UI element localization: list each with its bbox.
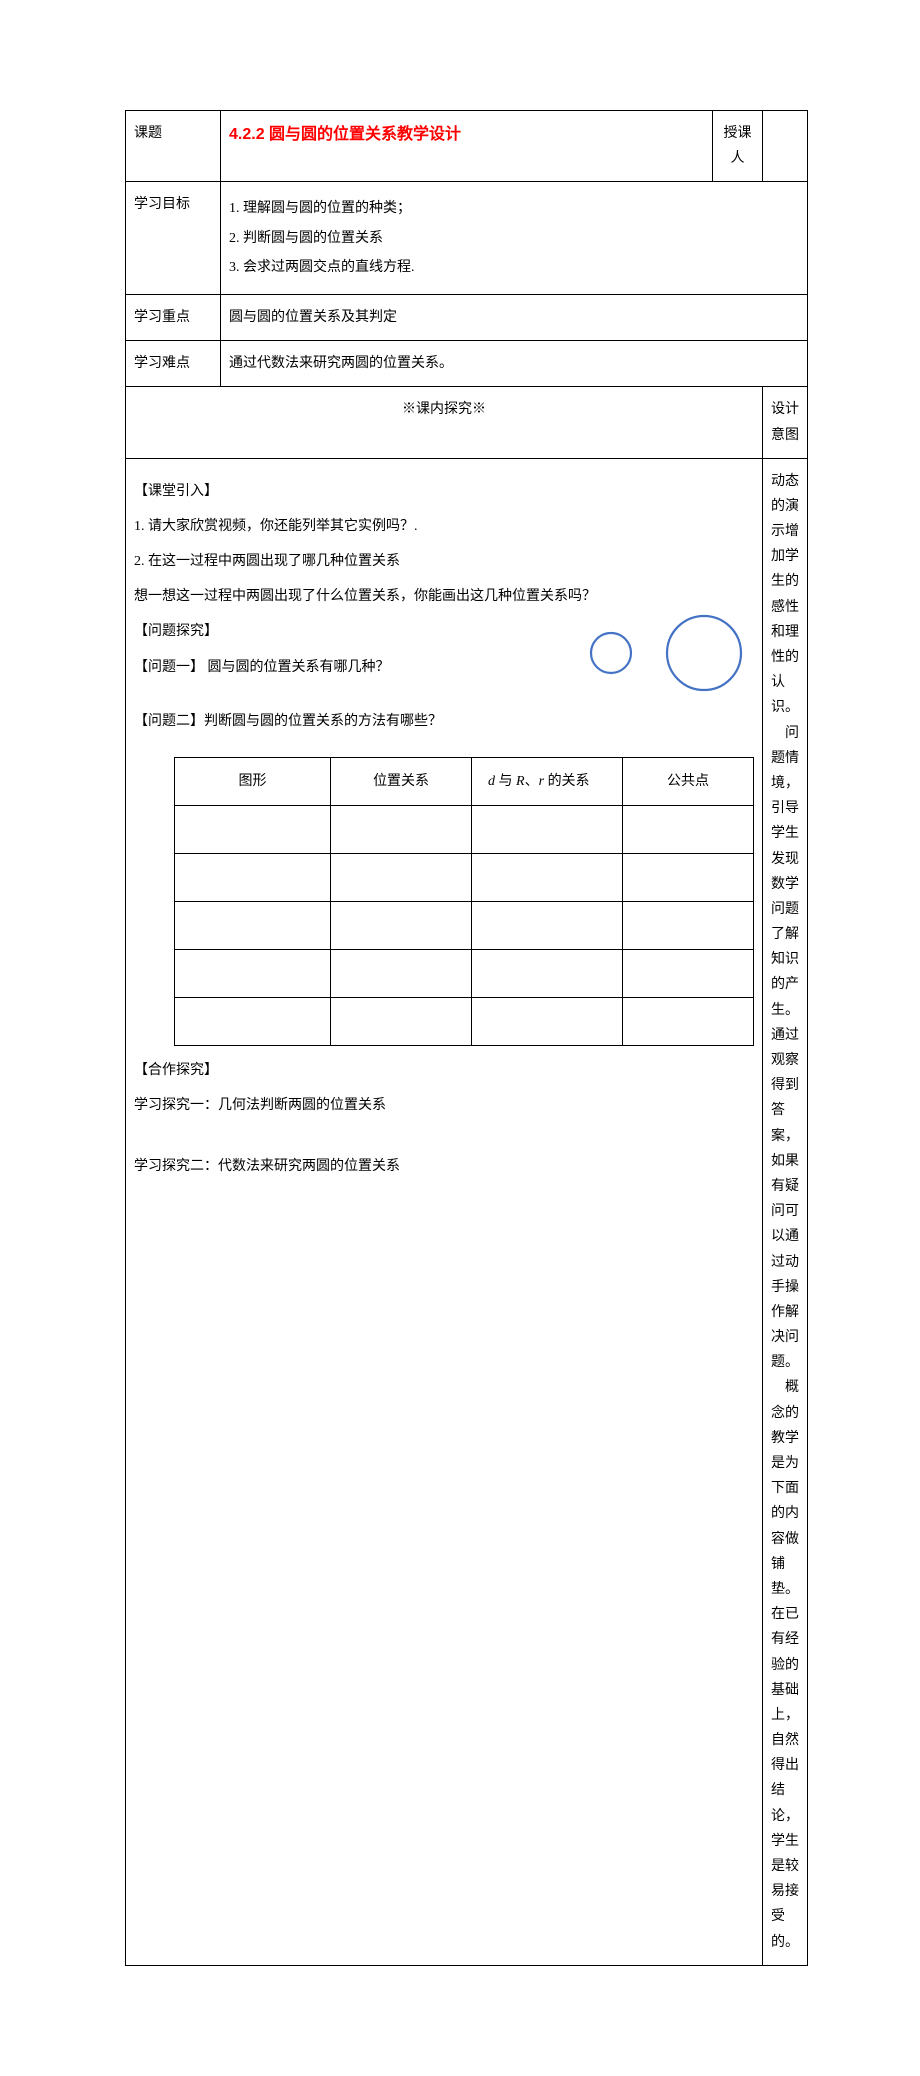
topic-label-cell: 课题: [126, 111, 221, 182]
instructor-label-cell: 授课人: [713, 111, 763, 182]
question-2: 【问题二】判断圆与圆的位置关系的方法有哪些？: [134, 709, 754, 735]
var-d: d: [488, 774, 495, 789]
intent-p3: 通过观察得到答案，如果有疑问可以通过动手操作解决问题。: [771, 1023, 799, 1376]
lesson-title: 4.2.2 圆与圆的位置关系教学设计: [229, 126, 461, 143]
large-circle-icon: [664, 613, 744, 693]
intent-p4: 概念的教学是为下面的内容做铺垫。: [771, 1375, 799, 1602]
intro-line-1: 1. 请大家欣赏视频，你还能列举其它实例吗？.: [134, 514, 754, 539]
th-common-points: 公共点: [623, 757, 754, 805]
coop-line-2: 学习探究二：代数法来研究两圆的位置关系: [134, 1154, 754, 1179]
small-circle-icon: [589, 631, 633, 675]
table-row: [175, 901, 754, 949]
title-cell: 4.2.2 圆与圆的位置关系教学设计: [221, 111, 713, 182]
difficulty-cell: 通过代数法来研究两圆的位置关系。: [221, 341, 808, 387]
intent-p2a: 问题情境，: [771, 721, 799, 797]
difficulty-label: 学习难点: [126, 341, 221, 387]
txt-suffix: 的关系: [544, 774, 590, 789]
keypoint-label: 学习重点: [126, 294, 221, 340]
intent-p2b: 引导学生发现数学问题了解知识的产生。: [771, 796, 799, 1023]
intro-heading: 【课堂引入】: [134, 479, 754, 504]
table-row: [175, 853, 754, 901]
main-content-cell: 【课堂引入】 1. 请大家欣赏视频，你还能列举其它实例吗？. 2. 在这一过程中…: [126, 458, 763, 1965]
intro-line-2: 2. 在这一过程中两圆出现了哪几种位置关系: [134, 549, 754, 574]
design-intent-cell: 动态的演示增加学生的感性和理性的认识。 问题情境， 引导学生发现数学问题了解知识…: [763, 458, 808, 1965]
txt-sep: 、: [525, 774, 539, 789]
intro-line-3: 想一想这一过程中两圆出现了什么位置关系，你能画出这几种位置关系吗？: [134, 584, 754, 609]
objective-item: 3. 会求过两圆交点的直线方程.: [229, 255, 799, 280]
two-circles-diagram: [524, 613, 754, 693]
objectives-label: 学习目标: [126, 182, 221, 295]
table-row: [175, 805, 754, 853]
lesson-plan-table: 课题 4.2.2 圆与圆的位置关系教学设计 授课人 学习目标 1. 理解圆与圆的…: [125, 110, 808, 1966]
coop-heading: 【合作探究】: [134, 1058, 754, 1083]
instructor-value-cell: [763, 111, 808, 182]
intent-p1: 动态的演示增加学生的感性和理性的认识。: [771, 469, 799, 721]
th-shape: 图形: [175, 757, 331, 805]
var-R: R: [516, 774, 525, 789]
coop-line-1: 学习探究一：几何法判断两圆的位置关系: [134, 1093, 754, 1118]
table-row: [175, 949, 754, 997]
keypoint-cell: 圆与圆的位置关系及其判定: [221, 294, 808, 340]
objective-item: 2. 判断圆与圆的位置关系: [229, 226, 799, 251]
objective-item: 1. 理解圆与圆的位置的种类；: [229, 196, 799, 221]
table-row: [175, 997, 754, 1045]
explore-header-right: 设计意图: [763, 387, 808, 458]
th-d-R-r: d 与 R、r 的关系: [472, 757, 623, 805]
relation-table: 图形 位置关系 d 与 R、r 的关系 公共点: [174, 757, 754, 1046]
explore-header-left: ※课内探究※: [126, 387, 763, 458]
intent-p5: 在已有经验的基础上，自然得出结论，学生是较易接受的。: [771, 1602, 799, 1955]
txt-with: 与: [495, 774, 516, 789]
objectives-cell: 1. 理解圆与圆的位置的种类； 2. 判断圆与圆的位置关系 3. 会求过两圆交点…: [221, 182, 808, 295]
th-relation: 位置关系: [331, 757, 472, 805]
